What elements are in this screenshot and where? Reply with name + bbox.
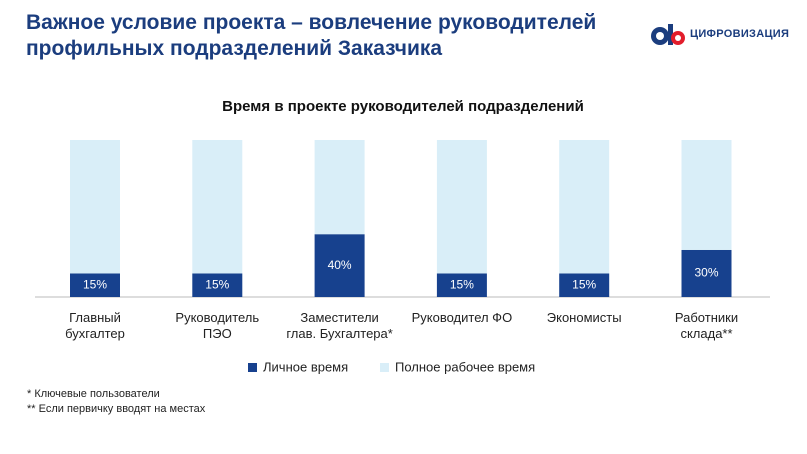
bar-segment: [70, 273, 120, 297]
legend-label: Полное рабочее время: [395, 359, 535, 374]
value-label: 15%: [572, 277, 596, 291]
bar-segment: [436, 140, 487, 274]
bar-segment: [192, 140, 243, 274]
bar-segment: [559, 273, 610, 297]
legend-swatch: [380, 363, 389, 372]
bar-segment: [681, 140, 732, 250]
bar-segment: [559, 140, 610, 274]
x-tick-label: Работники склада**: [674, 310, 739, 341]
bar-segment: [314, 234, 365, 297]
bar-segment: [192, 273, 243, 297]
bar-segment: [436, 273, 487, 297]
value-label: 15%: [450, 277, 474, 291]
legend-label: Личное время: [263, 359, 348, 374]
x-tick-label: Заместители глав. Бухгалтера*: [286, 310, 393, 341]
legend-swatch: [248, 363, 257, 372]
footnote: * Ключевые пользователи: [27, 388, 160, 400]
value-label: 15%: [205, 277, 229, 291]
x-tick-label: Руководитель ПЭО: [175, 310, 260, 341]
x-tick-label: Главный бухгалтер: [65, 310, 125, 341]
footnote: ** Если первичку вводят на местах: [27, 403, 206, 415]
value-label: 40%: [328, 258, 352, 272]
chart-title: Время в проекте руководителей подразделе…: [222, 98, 584, 115]
bar-segment: [314, 140, 365, 235]
value-label: 30%: [694, 266, 718, 280]
bar-segment: [681, 249, 732, 297]
logo-icon: [651, 24, 685, 45]
value-label: 15%: [83, 277, 107, 291]
slide-title: Важное условие проекта – вовлечение руко…: [26, 11, 597, 60]
x-tick-label: Руководител ФО: [411, 310, 513, 325]
x-tick-label: Экономисты: [546, 310, 622, 325]
logo-text: ЦИФРОВИЗАЦИЯ: [690, 28, 790, 40]
bar-segment: [70, 140, 120, 274]
